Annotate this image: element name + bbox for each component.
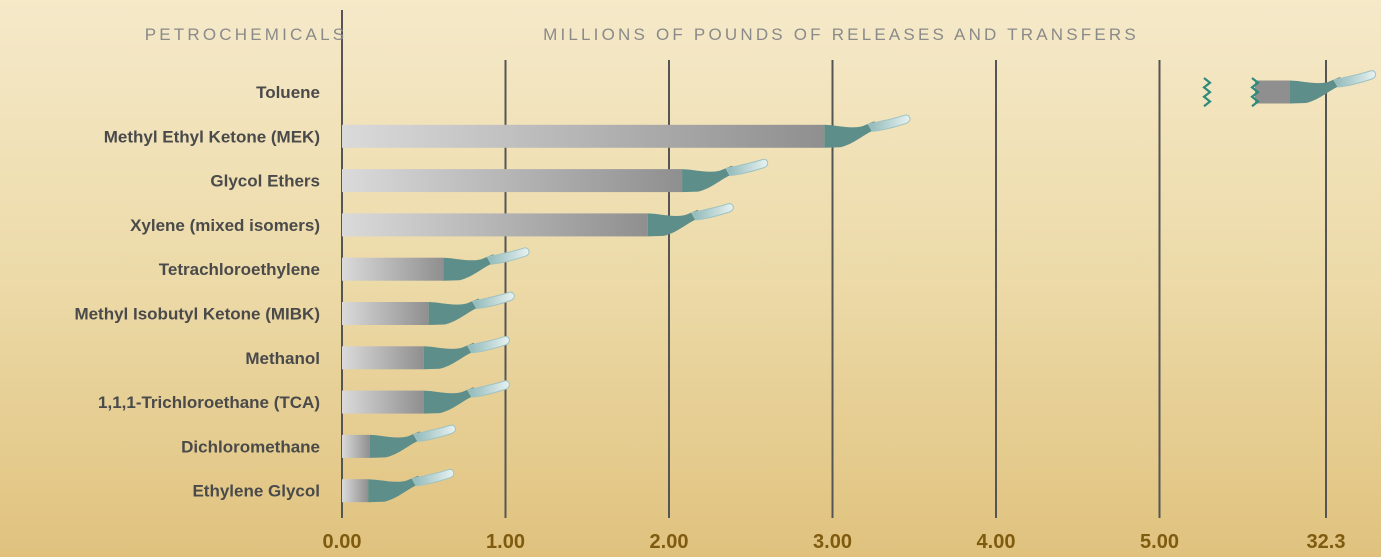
- category-label: Glycol Ethers: [210, 172, 320, 191]
- bar: [342, 390, 424, 414]
- tube-tip-mark: [411, 468, 455, 487]
- bars: [342, 70, 1377, 503]
- tube-mark: [423, 342, 478, 370]
- x-tick-label: 0.00: [323, 531, 362, 553]
- bar: [342, 213, 648, 237]
- bar: [342, 302, 429, 325]
- category-label: 1,1,1-Trichloroethane (TCA): [98, 393, 320, 412]
- x-tick-label: 1.00: [486, 531, 525, 553]
- header-left-label: PETROCHEMICALS: [145, 25, 348, 44]
- tube-tip-mark: [690, 203, 734, 221]
- tube-tip-mark: [413, 424, 456, 442]
- bar: [342, 434, 370, 458]
- x-tick-label: 2.00: [650, 531, 689, 553]
- tube-mark: [423, 387, 478, 414]
- bar: [342, 479, 369, 503]
- x-tick-label: 4.00: [977, 531, 1016, 553]
- tube-mark: [428, 298, 483, 325]
- axis-break-mark: [1250, 77, 1260, 108]
- x-tick-label: 5.00: [1140, 531, 1179, 553]
- x-tick-label: 3.00: [813, 531, 852, 553]
- category-label: Toluene: [256, 83, 320, 102]
- x-tick-label: 32.3: [1307, 531, 1346, 553]
- tube-tip-mark: [466, 380, 510, 398]
- tube-mark: [369, 431, 424, 458]
- tube-mark: [443, 254, 498, 281]
- category-label: Ethylene Glycol: [192, 482, 320, 501]
- tube-tip-mark: [471, 291, 515, 310]
- tube-mark: [682, 165, 737, 193]
- tube-tip-mark: [725, 158, 769, 177]
- category-label: Methyl Isobutyl Ketone (MIBK): [74, 305, 320, 324]
- bar: [1255, 80, 1290, 104]
- header-right-label: MILLIONS OF POUNDS OF RELEASES AND TRANS…: [543, 25, 1139, 44]
- bar: [342, 169, 683, 193]
- bar: [342, 257, 444, 281]
- bar: [342, 346, 424, 370]
- tube-mark: [824, 121, 879, 148]
- tube-tip-mark: [486, 247, 530, 265]
- tube-mark: [647, 209, 702, 237]
- category-label: Methanol: [245, 349, 320, 368]
- x-axis-ticks: 0.00 1.00 2.00 3.00 4.00 5.00 32.3: [323, 531, 1346, 553]
- tube-tip-mark: [466, 335, 510, 354]
- category-label: Xylene (mixed isomers): [130, 216, 320, 235]
- tube-tip-mark: [1333, 70, 1377, 88]
- category-label: Dichloromethane: [181, 437, 320, 456]
- tube-mark: [1290, 77, 1344, 104]
- tube-tip-mark: [867, 114, 911, 132]
- category-label: Methyl Ethyl Ketone (MEK): [104, 127, 320, 146]
- bar: [342, 124, 825, 148]
- tube-mark: [368, 475, 423, 503]
- axis-break-mark: [1202, 77, 1212, 108]
- category-label: Tetrachloroethylene: [159, 260, 320, 279]
- category-labels: Toluene Methyl Ethyl Ketone (MEK) Glycol E…: [74, 83, 320, 501]
